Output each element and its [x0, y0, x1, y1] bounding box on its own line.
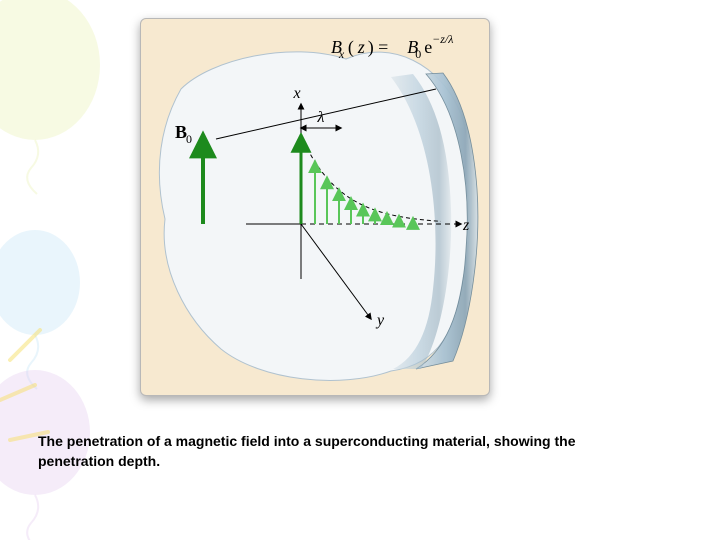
svg-text:z: z	[462, 217, 470, 234]
svg-text:z: z	[357, 37, 365, 57]
svg-text:e: e	[424, 37, 432, 57]
svg-text:(: (	[348, 37, 354, 58]
svg-text:λ: λ	[317, 109, 325, 126]
penetration-diagram: xzyB0λBx(z) = B0e−z/λ	[141, 19, 490, 396]
svg-text:−z/λ: −z/λ	[432, 32, 453, 46]
svg-text:0: 0	[415, 47, 421, 61]
svg-text:) =: ) =	[368, 37, 389, 58]
svg-text:0: 0	[186, 132, 192, 146]
diagram-frame: xzyB0λBx(z) = B0e−z/λ	[140, 18, 490, 396]
figure-caption: The penetration of a magnetic field into…	[38, 432, 598, 471]
svg-text:y: y	[375, 312, 385, 329]
svg-text:x: x	[338, 47, 345, 61]
svg-text:x: x	[292, 85, 300, 102]
